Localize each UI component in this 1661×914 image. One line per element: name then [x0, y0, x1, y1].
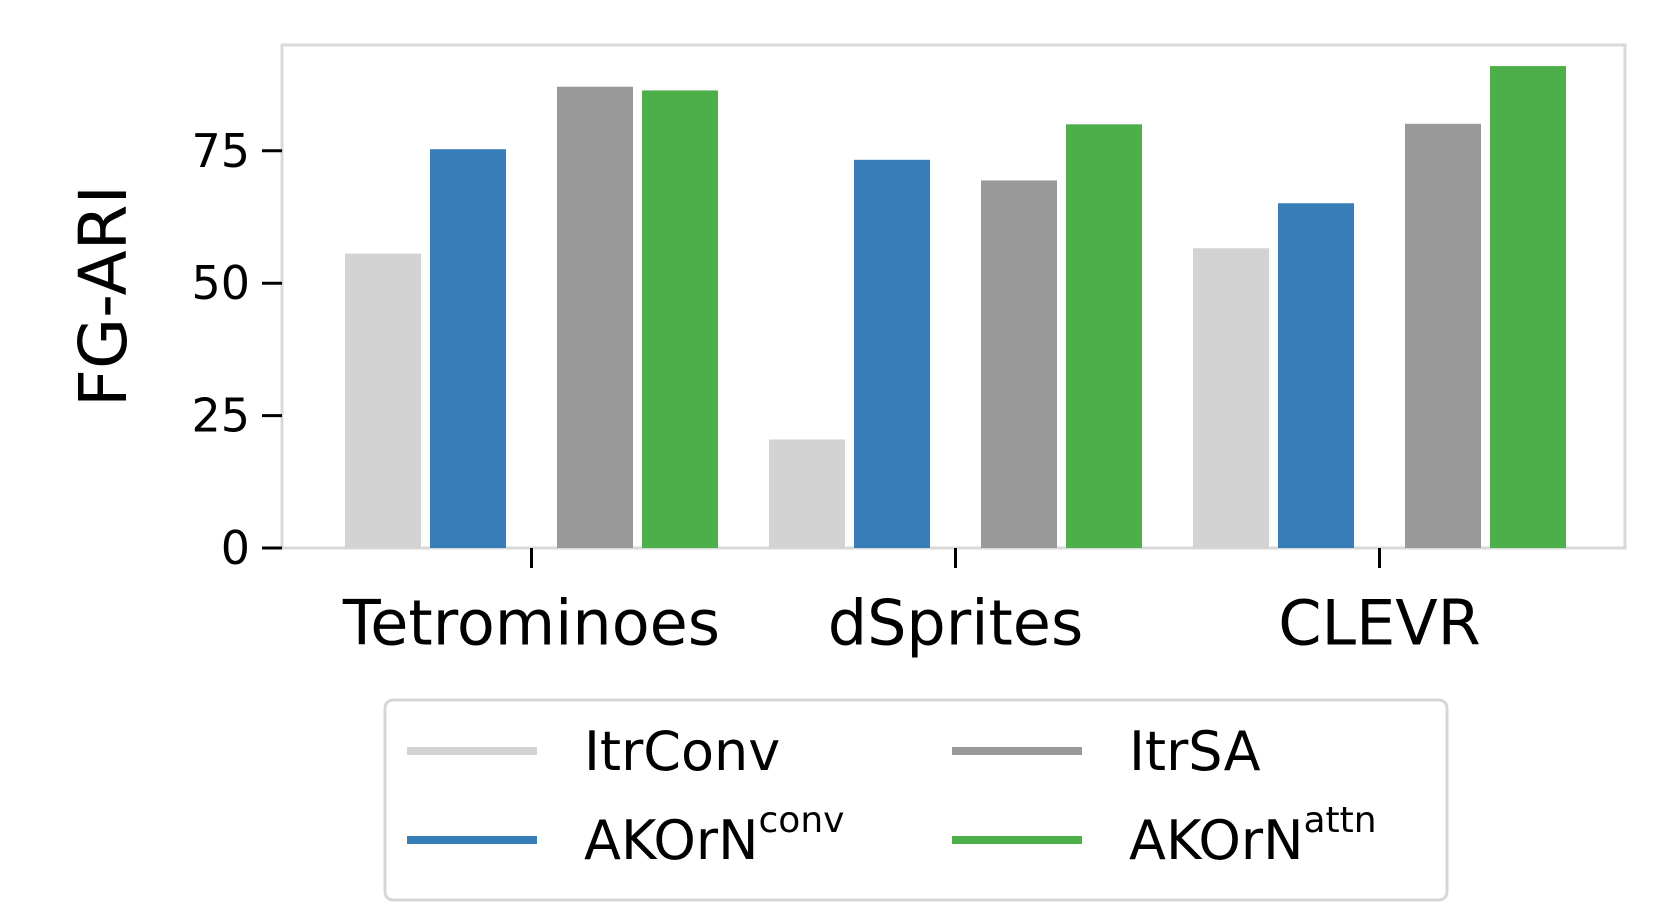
bar-akorn-attn-clevr — [1490, 66, 1566, 549]
legend-label: AKOrNconv — [584, 800, 844, 872]
bars-group — [345, 66, 1566, 549]
y-axis: 0 25 50 75 — [191, 124, 282, 575]
bar-itrsa-clevr — [1405, 123, 1481, 548]
y-tick-label: 0 — [221, 521, 250, 575]
legend-label: ItrSA — [1129, 720, 1261, 783]
legend-label: ItrConv — [584, 720, 780, 783]
bar-akorn-conv-clevr — [1278, 203, 1354, 548]
bar-itrconv-clevr — [1193, 248, 1269, 548]
bar-akorn-conv-tetrominoes — [430, 149, 506, 549]
y-axis-label: FG-ARI — [65, 185, 142, 407]
y-tick-label: 25 — [191, 389, 250, 443]
bar-itrsa-tetrominoes — [557, 86, 633, 549]
bar-itrconv-tetrominoes — [345, 253, 421, 548]
y-tick-label: 75 — [191, 124, 250, 178]
bar-akorn-conv-dsprites — [854, 159, 930, 548]
bar-itrconv-dsprites — [769, 439, 845, 548]
bar-itrsa-dsprites — [981, 180, 1057, 549]
y-tick-label: 50 — [191, 256, 250, 310]
legend-label: AKOrNattn — [1129, 800, 1377, 872]
x-tick-label: CLEVR — [1278, 587, 1481, 660]
x-tick-label: Tetrominoes — [342, 587, 720, 660]
bar-akorn-attn-dsprites — [1066, 124, 1142, 548]
legend: ItrConv AKOrNconv ItrSA AKOrNattn — [383, 698, 1449, 902]
bar-akorn-attn-tetrominoes — [642, 90, 718, 548]
x-tick-label: dSprites — [828, 587, 1084, 660]
legend-frame — [383, 698, 1449, 902]
x-axis: Tetrominoes dSprites CLEVR — [342, 548, 1481, 660]
